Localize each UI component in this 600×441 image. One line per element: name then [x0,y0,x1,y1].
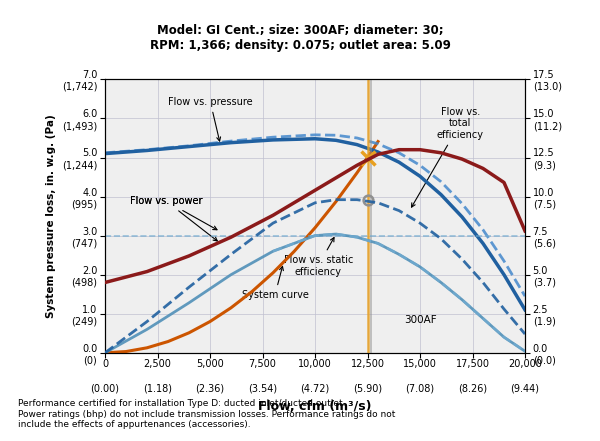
Text: Performance certified for installation Type D: ducted inlet/ducted outlet.
Power: Performance certified for installation T… [18,399,395,429]
Text: (7.08): (7.08) [406,383,434,393]
Text: Flow vs. pressure: Flow vs. pressure [168,97,253,141]
Text: (8.26): (8.26) [458,383,487,393]
Text: Model: GI Cent.; size: 300AF; diameter: 30;
RPM: 1,366; density: 0.075; outlet a: Model: GI Cent.; size: 300AF; diameter: … [149,24,451,52]
Text: System curve: System curve [242,266,308,300]
Text: (2.36): (2.36) [196,383,224,393]
Text: (1.18): (1.18) [143,383,172,393]
X-axis label: Flow, cfm (m³/s): Flow, cfm (m³/s) [258,400,372,413]
Text: Flow vs. power: Flow vs. power [130,196,217,230]
Text: 300AF: 300AF [404,314,436,325]
Y-axis label: System pressure loss, in. w.g. (Pa): System pressure loss, in. w.g. (Pa) [46,114,56,318]
Text: (4.72): (4.72) [301,383,329,393]
Text: Flow vs.
total
efficiency: Flow vs. total efficiency [412,107,484,207]
Text: (9.44): (9.44) [511,383,539,393]
Text: Flow vs. power: Flow vs. power [130,196,217,241]
Text: (0.00): (0.00) [91,383,119,393]
Text: (5.90): (5.90) [353,383,382,393]
Text: (3.54): (3.54) [248,383,277,393]
Text: Flow vs. static
efficiency: Flow vs. static efficiency [284,238,353,277]
